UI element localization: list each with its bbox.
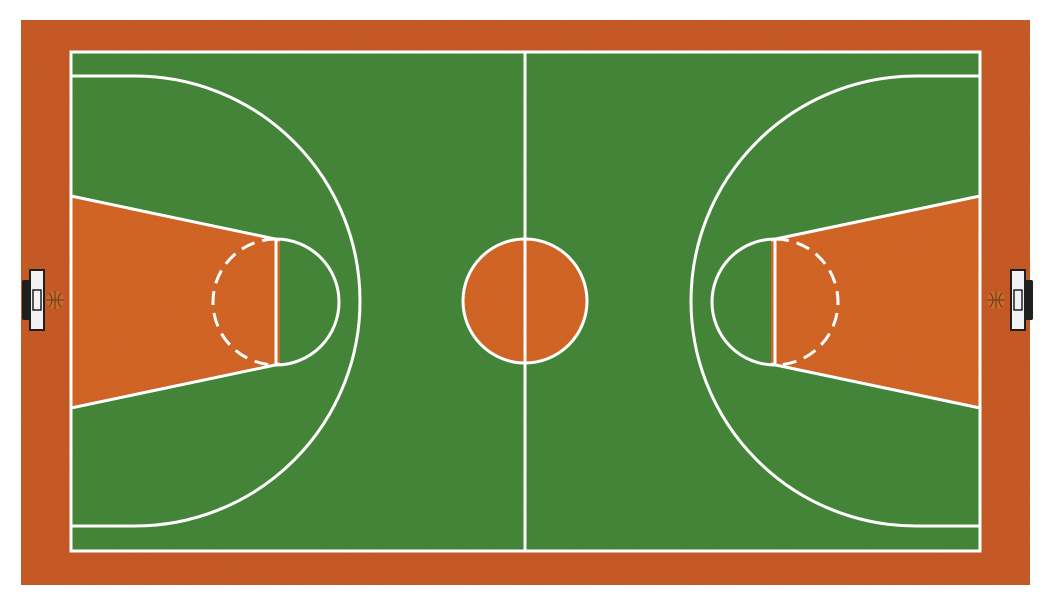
- court-lines: [69, 50, 982, 553]
- left-ball-seams: [46, 291, 64, 309]
- left-lane-top: [70, 194, 281, 242]
- right-lane-top: [770, 194, 981, 242]
- right-ball-seams: [987, 291, 1005, 309]
- right-backboard: [1010, 269, 1026, 331]
- left-three-point-line: [71, 74, 362, 528]
- basketball-hoop-icon: [987, 269, 1033, 331]
- left-backboard-target: [32, 289, 42, 311]
- basketball-hoop-icon: [22, 269, 64, 331]
- right-free-throw-arc-solid: [710, 237, 776, 367]
- right-lane-bottom: [770, 362, 981, 410]
- left-backboard: [29, 269, 45, 331]
- center-circle-line: [461, 237, 589, 365]
- left-free-throw-arc-dashed: [211, 237, 277, 367]
- right-backboard-target: [1013, 289, 1023, 311]
- left-free-throw-arc-solid: [275, 237, 341, 367]
- right-three-point-line: [689, 74, 980, 528]
- left-lane-bottom: [70, 362, 281, 410]
- right-free-throw-arc-dashed: [774, 237, 840, 367]
